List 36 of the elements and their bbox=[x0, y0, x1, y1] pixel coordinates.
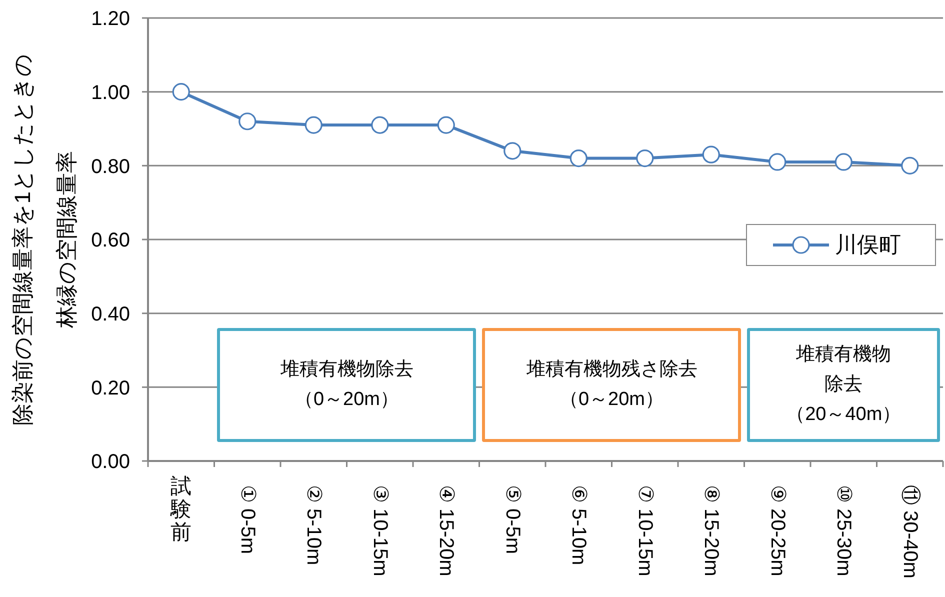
point bbox=[437, 116, 455, 134]
y-tick-label: 1.00 bbox=[91, 82, 130, 104]
x-tick-label: ⑦ 10-15m bbox=[634, 485, 656, 576]
y-tick-label: 0.00 bbox=[91, 451, 130, 474]
point bbox=[304, 116, 322, 134]
x-tick-label: ① 0-5m bbox=[236, 485, 258, 554]
y-tick-label: 1.20 bbox=[91, 8, 130, 30]
x-tick-label: ⑪ 30-40m bbox=[898, 485, 921, 578]
point bbox=[371, 116, 389, 134]
x-tick-label: ⑤ 0-5m bbox=[501, 485, 524, 554]
x-tick-label: ③ 10-15m bbox=[368, 485, 391, 576]
y-tick-label: 0.80 bbox=[91, 156, 130, 178]
x-tick-label: ⑨ 20-25m bbox=[766, 485, 788, 576]
y-tick-label: 0.60 bbox=[91, 230, 130, 252]
point bbox=[834, 153, 852, 171]
point bbox=[172, 83, 190, 101]
point bbox=[238, 112, 256, 130]
y-tick-label: 0.40 bbox=[91, 303, 130, 326]
point bbox=[768, 153, 786, 171]
x-tick-label: ⑥ 5-10m bbox=[568, 485, 590, 566]
x-tick-label: ⑩ 25-30m bbox=[832, 485, 855, 576]
x-tick-label: ④ 15-20m bbox=[435, 485, 458, 576]
point bbox=[702, 146, 720, 164]
x-tick-label: ⑧ 15-20m bbox=[700, 485, 722, 576]
y-tick-label: 0.20 bbox=[91, 377, 130, 400]
band-label: 堆積有機物除去（20～40m） bbox=[786, 343, 902, 428]
point bbox=[504, 142, 522, 160]
point bbox=[570, 149, 588, 168]
y-axis-title: 除染前の空間線量率を1としたときの林縁の空間線量率 bbox=[10, 53, 78, 426]
band-label: 堆積有機物残さ除去（0～20m） bbox=[526, 358, 698, 412]
point bbox=[901, 156, 919, 174]
x-tick-label: 試験前 bbox=[170, 475, 192, 544]
point bbox=[636, 149, 654, 168]
x-tick-label: ② 5-10m bbox=[302, 485, 325, 566]
band-label: 堆積有機物除去（0～20m） bbox=[280, 358, 414, 412]
legend-label: 川俣町 bbox=[835, 230, 901, 259]
